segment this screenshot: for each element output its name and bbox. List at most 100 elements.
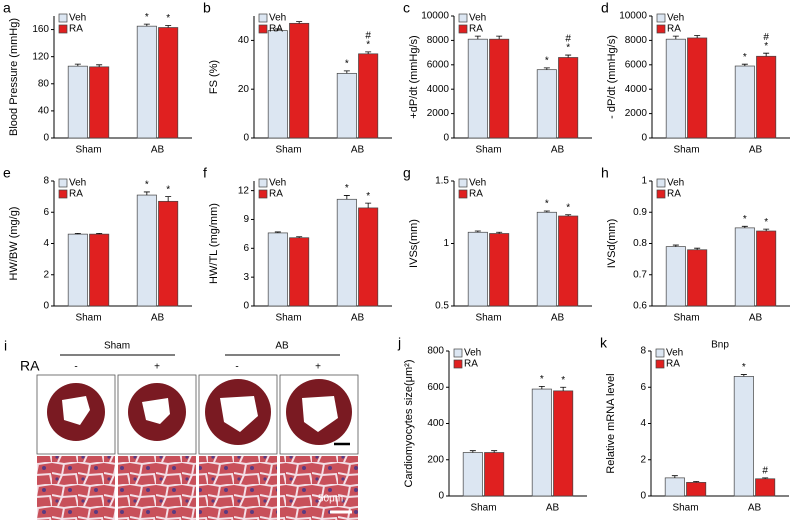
bar — [536, 211, 557, 307]
y-tick-label: 200 — [427, 454, 444, 465]
error-bar — [143, 191, 150, 196]
bar — [67, 233, 88, 307]
bar — [336, 72, 357, 139]
y-tick-label: 2000 — [625, 108, 648, 119]
error-bar — [365, 51, 372, 54]
y-tick-label: 2 — [640, 454, 646, 465]
panel-label: a — [3, 0, 11, 16]
y-tick-label: 120 — [32, 51, 49, 62]
y-tick-label: 8000 — [625, 35, 648, 46]
legend-label: RA — [69, 189, 83, 200]
y-tick-label: 0 — [640, 491, 646, 502]
legend-label: RA — [666, 359, 680, 370]
bar — [358, 207, 379, 307]
panel-i: i RA Sham AB - + - + — [4, 338, 359, 520]
error-bar — [543, 210, 550, 213]
y-tick-label: 600 — [427, 382, 444, 393]
panel-label: e — [3, 165, 11, 181]
y-tick-label: 1 — [443, 238, 449, 249]
x-tick-label: AB — [546, 503, 560, 514]
x-tick-label: AB — [151, 313, 165, 324]
legend-label: Veh — [667, 178, 684, 189]
bar — [756, 55, 777, 139]
significance-marker: * — [743, 52, 747, 63]
legend-label: RA — [667, 24, 681, 35]
y-tick-label: 0.5 — [435, 301, 449, 312]
significance-marker: # — [763, 32, 769, 43]
y-tick-label: 1.5 — [435, 176, 449, 187]
error-bar — [671, 475, 678, 478]
error-bar — [565, 54, 572, 58]
bar — [67, 65, 88, 139]
panel-label: g — [403, 165, 411, 181]
bar — [687, 249, 708, 307]
condition-label: - — [235, 362, 238, 373]
error-bar — [296, 21, 303, 24]
legend-swatch — [58, 24, 68, 34]
y-tick-label: 0.9 — [633, 207, 647, 218]
legend-label: RA — [464, 359, 478, 370]
y-tick-label: 400 — [427, 418, 444, 429]
x-tick-label: AB — [351, 313, 365, 324]
panel-label: j — [397, 335, 401, 351]
y-tick-label: 0 — [243, 301, 249, 312]
y-tick-label: 40 — [238, 35, 250, 46]
legend-swatch — [258, 24, 268, 34]
y-tick-label: 6000 — [427, 59, 450, 70]
legend-label: Veh — [269, 13, 286, 24]
error-bar — [74, 63, 81, 67]
legend-label: RA — [469, 189, 483, 200]
error-bar — [741, 225, 748, 228]
scale-bar-label: 50μm — [318, 494, 343, 505]
treatment-label: RA — [20, 358, 40, 374]
significance-marker: * — [345, 183, 349, 194]
y-tick-label: 8 — [640, 346, 646, 357]
bar — [664, 477, 685, 497]
y-tick-label: 40 — [38, 106, 50, 117]
panel-label: b — [203, 0, 211, 16]
error-bar — [763, 52, 770, 57]
panel-label: h — [601, 165, 609, 181]
bar — [267, 232, 288, 307]
bar — [553, 390, 574, 497]
significance-marker: * — [742, 362, 746, 373]
x-tick-label: AB — [151, 145, 165, 156]
error-bar — [343, 70, 350, 74]
bar — [289, 22, 310, 139]
significance-marker: * — [540, 374, 544, 385]
legend-swatch — [58, 178, 68, 188]
x-tick-label: Sham — [475, 145, 501, 156]
significance-marker: * — [764, 41, 768, 52]
y-tick-label: 9 — [243, 214, 249, 225]
y-tick-label: 0 — [443, 133, 449, 144]
bar — [467, 231, 488, 307]
y-tick-label: 800 — [427, 346, 444, 357]
y-tick-label: 0.8 — [633, 238, 647, 249]
bar — [489, 38, 510, 139]
legend-label: Veh — [666, 348, 683, 359]
y-tick-label: 0 — [641, 133, 647, 144]
error-bar — [694, 35, 701, 38]
y-tick-label: 80 — [38, 78, 50, 89]
significance-marker: * — [145, 180, 149, 191]
error-bar — [740, 374, 747, 377]
legend-swatch — [656, 13, 666, 23]
error-bar — [165, 25, 172, 28]
significance-marker: * — [545, 55, 549, 66]
legend-swatch — [458, 178, 468, 188]
y-tick-label: 6 — [43, 207, 49, 218]
bar — [734, 227, 755, 307]
y-tick-label: 6 — [640, 382, 646, 393]
y-tick-label: 0 — [43, 133, 49, 144]
bar — [489, 233, 510, 307]
y-axis-label: FS (%) — [208, 60, 220, 94]
error-bar — [491, 450, 498, 453]
legend-label: RA — [667, 189, 681, 200]
y-tick-label: 8 — [43, 176, 49, 187]
y-axis-label: Cardiomyocytes size(μm²) — [403, 360, 415, 488]
panel-label: i — [4, 338, 7, 354]
legend-label: Veh — [469, 178, 486, 189]
legend-label: RA — [269, 24, 283, 35]
error-bar — [538, 385, 545, 390]
y-tick-label: 3 — [243, 272, 249, 283]
